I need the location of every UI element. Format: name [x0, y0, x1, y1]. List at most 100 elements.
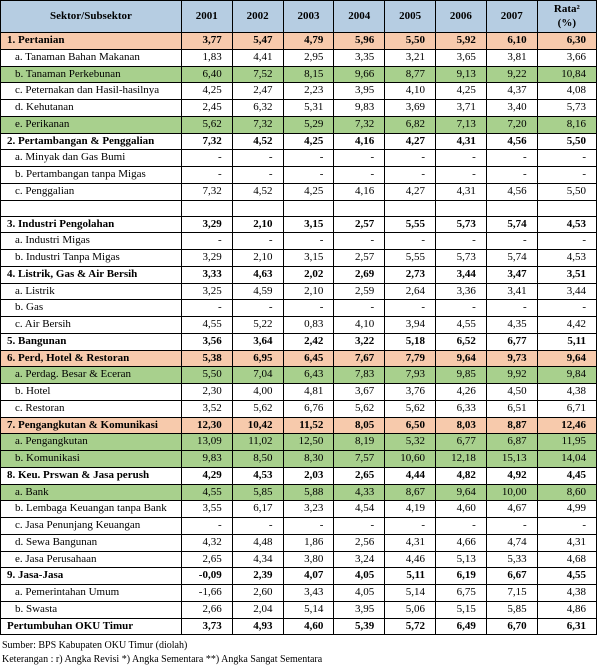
col-year: 2007: [486, 1, 537, 33]
cell-value: 8,50: [232, 451, 283, 468]
cell-value: -: [283, 150, 334, 167]
cell-value: 5,32: [385, 434, 436, 451]
cell-value: 6,95: [232, 350, 283, 367]
cell-value: 2,57: [334, 216, 385, 233]
cell-value: 4,34: [232, 551, 283, 568]
cell-value: -: [232, 300, 283, 317]
cell-value: -: [283, 300, 334, 317]
table-row: 9. Jasa-Jasa-0,092,394,074,055,116,196,6…: [1, 568, 597, 585]
cell-value: 4,25: [283, 183, 334, 200]
cell-value: 5,11: [385, 568, 436, 585]
cell-value: -: [334, 150, 385, 167]
row-label: [1, 200, 182, 216]
cell-value: 11,95: [537, 434, 596, 451]
cell-value: 2,69: [334, 266, 385, 283]
col-year: 2004: [334, 1, 385, 33]
cell-value: 7,15: [486, 585, 537, 602]
cell-value: -: [283, 167, 334, 184]
cell-value: 2,56: [334, 534, 385, 551]
cell-value: 9,64: [537, 350, 596, 367]
col-year: 2002: [232, 1, 283, 33]
cell-value: 2,95: [283, 49, 334, 66]
cell-value: -: [537, 150, 596, 167]
table-row: a. Pengangkutan13,0911,0212,508,195,326,…: [1, 434, 597, 451]
cell-value: 0,83: [283, 317, 334, 334]
cell-value: 2,42: [283, 333, 334, 350]
cell-value: 15,13: [486, 451, 537, 468]
cell-value: 2,66: [181, 601, 232, 618]
cell-value: 7,32: [181, 133, 232, 150]
cell-value: [334, 200, 385, 216]
row-label: 4. Listrik, Gas & Air Bersih: [1, 266, 182, 283]
cell-value: 5,55: [385, 250, 436, 267]
cell-value: 4,26: [436, 384, 487, 401]
cell-value: -: [486, 167, 537, 184]
cell-value: 7,93: [385, 367, 436, 384]
cell-value: -: [232, 167, 283, 184]
cell-value: 8,05: [334, 417, 385, 434]
cell-value: -: [181, 167, 232, 184]
cell-value: 3,44: [436, 266, 487, 283]
cell-value: 2,73: [385, 266, 436, 283]
cell-value: 5,85: [486, 601, 537, 618]
cell-value: 4,19: [385, 501, 436, 518]
cell-value: 9,66: [334, 66, 385, 83]
cell-value: 4,46: [385, 551, 436, 568]
cell-value: 8,16: [537, 116, 596, 133]
cell-value: -: [436, 150, 487, 167]
cell-value: 5,33: [486, 551, 537, 568]
cell-value: -: [486, 233, 537, 250]
cell-value: [486, 200, 537, 216]
cell-value: 5,13: [436, 551, 487, 568]
cell-value: 2,10: [232, 250, 283, 267]
cell-value: 4,42: [537, 317, 596, 334]
cell-value: 5,62: [385, 400, 436, 417]
cell-value: 7,20: [486, 116, 537, 133]
cell-value: 8,67: [385, 484, 436, 501]
cell-value: 3,55: [181, 501, 232, 518]
cell-value: 4,08: [537, 83, 596, 100]
cell-value: 4,31: [436, 183, 487, 200]
table-row: c. Air Bersih4,555,220,834,103,944,554,3…: [1, 317, 597, 334]
cell-value: 9,83: [334, 100, 385, 117]
cell-value: 3,52: [181, 400, 232, 417]
row-label: b. Hotel: [1, 384, 182, 401]
cell-value: 8,19: [334, 434, 385, 451]
cell-value: -: [181, 300, 232, 317]
cell-value: 2,57: [334, 250, 385, 267]
cell-value: 9,84: [537, 367, 596, 384]
cell-value: 4,10: [334, 317, 385, 334]
cell-value: 5,92: [436, 33, 487, 50]
cell-value: 4,45: [537, 467, 596, 484]
cell-value: 4,33: [334, 484, 385, 501]
cell-value: 4,10: [385, 83, 436, 100]
cell-value: 4,68: [537, 551, 596, 568]
cell-value: 5,62: [232, 400, 283, 417]
cell-value: 3,65: [436, 49, 487, 66]
cell-value: 4,00: [232, 384, 283, 401]
table-row: b. Industri Tanpa Migas3,292,103,152,575…: [1, 250, 597, 267]
cell-value: -: [486, 150, 537, 167]
cell-value: 13,09: [181, 434, 232, 451]
row-label: a. Pengangkutan: [1, 434, 182, 451]
row-label: a. Perdag. Besar & Eceran: [1, 367, 182, 384]
table-row: b. Lembaga Keuangan tanpa Bank3,556,173,…: [1, 501, 597, 518]
row-label: Pertumbuhan OKU Timur: [1, 618, 182, 635]
cell-value: 8,87: [486, 417, 537, 434]
cell-value: 5,96: [334, 33, 385, 50]
cell-value: 4,63: [232, 266, 283, 283]
data-table: Sektor/Subsektor200120022003200420052006…: [0, 0, 597, 635]
cell-value: 6,17: [232, 501, 283, 518]
cell-value: 10,42: [232, 417, 283, 434]
cell-value: 5,74: [486, 216, 537, 233]
cell-value: 12,50: [283, 434, 334, 451]
cell-value: -: [334, 167, 385, 184]
cell-value: -: [232, 150, 283, 167]
cell-value: 4,81: [283, 384, 334, 401]
cell-value: 10,00: [486, 484, 537, 501]
cell-value: 4,16: [334, 183, 385, 200]
row-label: 6. Perd, Hotel & Restoran: [1, 350, 182, 367]
cell-value: 6,19: [436, 568, 487, 585]
cell-value: 6,50: [385, 417, 436, 434]
cell-value: [537, 200, 596, 216]
